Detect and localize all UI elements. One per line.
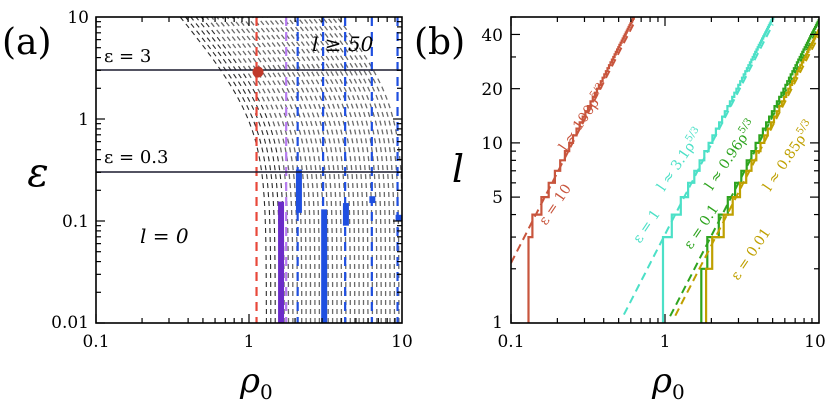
- b-ytick-1: 1: [492, 313, 503, 333]
- contour-curve: [231, 17, 312, 323]
- step-line-2: [700, 18, 819, 323]
- a-ylabel: ε: [27, 150, 48, 196]
- b-xtick-10: 10: [804, 332, 826, 352]
- contour-curve: [211, 17, 294, 323]
- fit-text-10: l ≈ 100ρ: [556, 95, 603, 154]
- highlight-segments: [278, 169, 402, 323]
- marker-point: [252, 66, 264, 78]
- fit-text-0.01: l ≈ 0.85ρ: [760, 132, 809, 194]
- contour-curve: [252, 17, 329, 323]
- contour-curve: [277, 17, 351, 323]
- contour-curve: [316, 17, 387, 323]
- a-xtick-10: 10: [391, 332, 413, 352]
- contour-curve: [241, 17, 321, 323]
- contour-curve: [236, 17, 316, 323]
- contour-curve: [321, 17, 391, 323]
- contour-curve: [292, 17, 365, 323]
- contour-curve: [195, 17, 281, 323]
- b-eps-label-0.1: ε = 0.1: [681, 202, 722, 253]
- b-xlabel: ρ0: [651, 361, 685, 404]
- a-xlabel: ρ0: [239, 361, 273, 404]
- contour-curve: [297, 17, 369, 323]
- rho-symbol-a: ρ: [239, 361, 260, 401]
- rho-sub-b: 0: [672, 380, 685, 404]
- b-eps-label-0.01: ε = 0.01: [728, 225, 774, 283]
- contour-curve: [311, 17, 382, 323]
- series-lines: [511, 17, 819, 323]
- ann-eps03: ε = 0.3: [104, 147, 168, 168]
- contour-curve: [336, 17, 402, 216]
- step-line-3: [705, 28, 819, 323]
- ticks-a: [95, 17, 402, 324]
- contour-curve: [306, 17, 378, 323]
- ann-eps3: ε = 3: [104, 46, 151, 67]
- contour-curve: [226, 17, 307, 323]
- b-ytick-20: 20: [481, 80, 503, 100]
- a-ytick-10: 10: [67, 8, 89, 28]
- a-xtick-1: 1: [244, 332, 255, 352]
- b-xtick-1: 1: [660, 332, 671, 352]
- panel-label-b: (b): [414, 22, 465, 63]
- contour-curve: [326, 17, 396, 323]
- ticks-b: [510, 16, 819, 324]
- contour-curve: [262, 17, 338, 323]
- a-ytick-0.1: 0.1: [62, 212, 89, 232]
- contour-curve: [282, 17, 356, 323]
- ann-l50: l ≥ 50: [312, 32, 374, 56]
- contour-curve: [179, 17, 267, 323]
- panel-b: (b) 40 20 10 5 1 0.1 1 10 l ρ0 ε = 1 0 l …: [414, 16, 826, 404]
- b-ylabel: l: [452, 147, 464, 191]
- contour-curve: [200, 17, 285, 323]
- step-line-1: [661, 17, 775, 323]
- a-ytick-0.01: 0.01: [51, 313, 89, 333]
- b-ytick-5: 5: [492, 188, 503, 208]
- a-ytick-1: 1: [78, 110, 89, 130]
- a-xtick-0.1: 0.1: [82, 332, 109, 352]
- fit-text-1: l ≈ 3.1ρ: [654, 139, 698, 194]
- contour-lines: [179, 17, 402, 323]
- contour-curve: [331, 17, 400, 323]
- contour-curve: [257, 17, 334, 323]
- rho-sub-a: 0: [260, 380, 273, 404]
- panel-label-a: (a): [2, 22, 52, 63]
- contour-curve: [272, 17, 347, 323]
- fit-line-1: [623, 23, 774, 316]
- b-ytick-40: 40: [481, 26, 503, 46]
- step-line-0: [527, 17, 635, 323]
- contour-curve: [246, 17, 325, 323]
- contour-curve: [302, 17, 374, 323]
- contour-curve: [267, 17, 343, 323]
- b-xtick-0.1: 0.1: [497, 332, 524, 352]
- contour-curve: [205, 17, 290, 323]
- b-eps-label-1: ε = 1: [630, 207, 664, 246]
- b-fit-label-10: l ≈ 100ρ5/3: [554, 81, 612, 154]
- b-ytick-10: 10: [481, 134, 503, 154]
- contour-curve: [190, 17, 276, 323]
- rho-symbol-b: ρ: [651, 361, 672, 401]
- panel-a: (a) ε = 3 ε = 0.3 l ≥ 50 l = 0 10 1 0.1 …: [2, 8, 413, 404]
- ann-l0: l = 0: [140, 224, 189, 248]
- contour-curve: [185, 17, 272, 323]
